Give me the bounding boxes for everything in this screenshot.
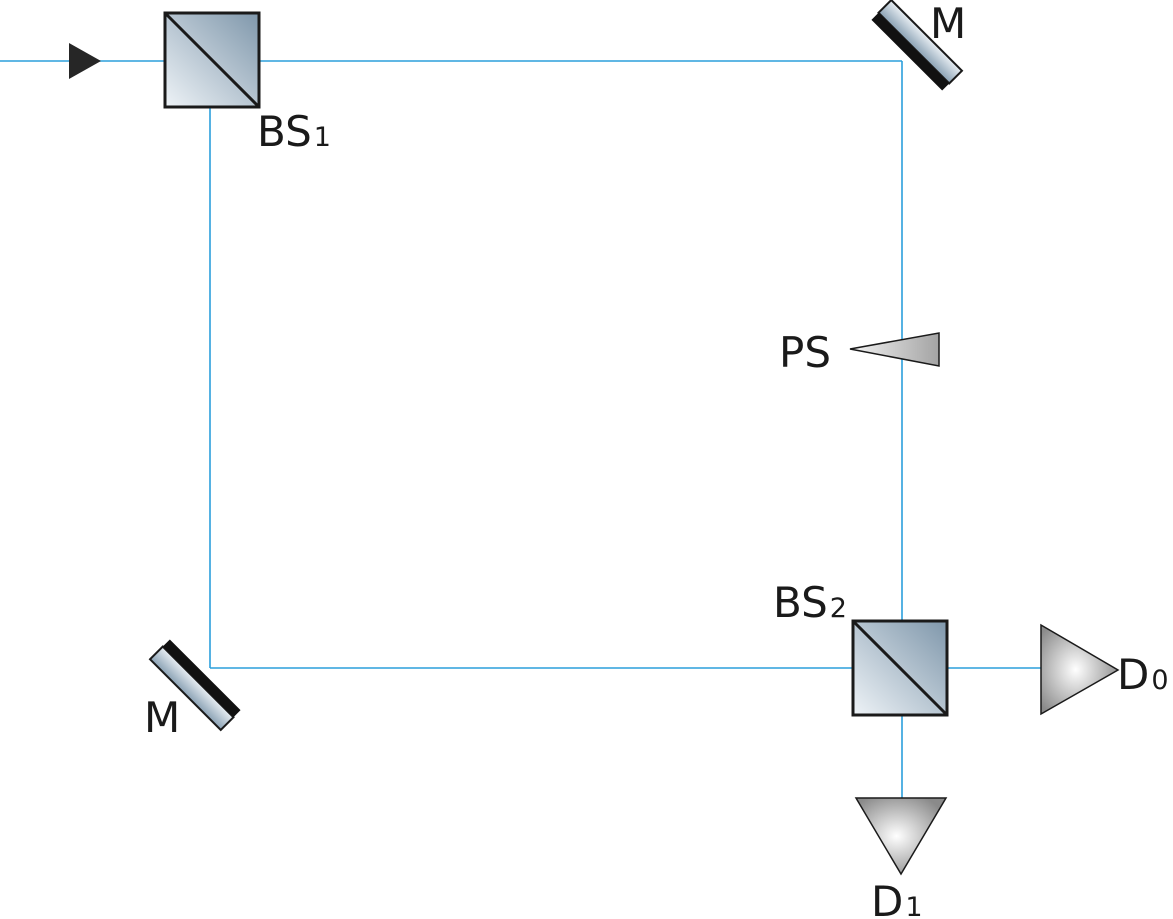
bs2-label: BS2 [773, 578, 847, 627]
detector-d1-icon [854, 797, 948, 876]
mirror-bottom-label: M [144, 693, 180, 742]
detector-d0-label: D0 [1117, 650, 1169, 699]
mirror-top-right [871, 0, 964, 91]
mirror-top-label: M [930, 0, 966, 48]
phase-shifter-label: PS [779, 328, 831, 377]
input-arrow-icon [69, 43, 101, 79]
detector-d0-icon [1040, 623, 1120, 716]
beam-splitter-2 [851, 619, 949, 717]
detector-d1-label: D1 [871, 877, 923, 919]
beam-splitter-1 [163, 11, 261, 109]
mirror-bottom-left [148, 639, 241, 732]
bs1-label: BS1 [257, 107, 331, 156]
phase-shifter-wedge [849, 332, 940, 367]
